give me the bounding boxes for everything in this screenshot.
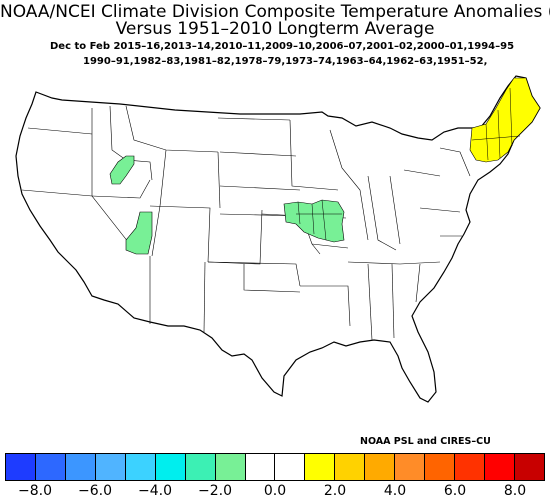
color-scale-cell bbox=[35, 454, 66, 480]
color-scale-tick-label: 6.0 bbox=[443, 483, 467, 499]
color-scale-cell bbox=[305, 454, 336, 480]
region-new-england bbox=[469, 77, 541, 163]
color-scale-cell bbox=[125, 454, 156, 480]
color-scale-tick-label: −6.0 bbox=[78, 483, 112, 499]
color-scale-cell bbox=[275, 454, 306, 480]
color-scale-cell bbox=[395, 454, 426, 480]
color-scale-tick-label: 2.0 bbox=[323, 483, 347, 499]
color-scale-tick-label: 8.0 bbox=[503, 483, 527, 499]
map-title-line-1: NOAA/NCEI Climate Division Composite Tem… bbox=[0, 2, 550, 22]
division-boundaries bbox=[21, 105, 471, 341]
color-scale-bar bbox=[5, 453, 545, 481]
composite-years-line-1: Dec to Feb 2015–16,2013–14,2010–11,2009–… bbox=[50, 41, 515, 52]
map-title-line-2: Versus 1951–2010 Longterm Average bbox=[115, 19, 435, 39]
region-nevada-southern bbox=[125, 211, 153, 255]
color-scale-cell bbox=[6, 454, 36, 480]
color-scale-tick-label: 0.0 bbox=[263, 483, 287, 499]
composite-years-line-2: 1990–91,1982–83,1981–82,1978–79,1973–74,… bbox=[83, 56, 488, 67]
color-scale-tick-label: −8.0 bbox=[18, 483, 52, 499]
color-scale-cell bbox=[155, 454, 186, 480]
color-scale-cell bbox=[215, 454, 246, 480]
color-scale-cell bbox=[185, 454, 216, 480]
color-scale-cell bbox=[514, 454, 544, 480]
color-scale-tick-label: 4.0 bbox=[383, 483, 407, 499]
color-scale-cell bbox=[425, 454, 456, 480]
color-scale-cell bbox=[335, 454, 366, 480]
data-credit: NOAA PSL and CIRES–CU bbox=[360, 436, 491, 447]
color-scale-cell bbox=[95, 454, 126, 480]
anomaly-highlights bbox=[109, 77, 541, 255]
region-idaho-southern bbox=[109, 155, 135, 185]
color-scale-cell bbox=[485, 454, 515, 480]
color-scale-cell bbox=[365, 454, 396, 480]
color-scale-cell bbox=[455, 454, 485, 480]
color-scale-cell bbox=[245, 454, 276, 480]
color-scale-tick-label: −4.0 bbox=[138, 483, 172, 499]
new-england-division-lines bbox=[471, 87, 521, 161]
central-plains-division-lines bbox=[296, 199, 342, 241]
conus-outline bbox=[15, 75, 541, 403]
color-scale-cell bbox=[65, 454, 96, 480]
color-scale-tick-label: −2.0 bbox=[198, 483, 232, 499]
